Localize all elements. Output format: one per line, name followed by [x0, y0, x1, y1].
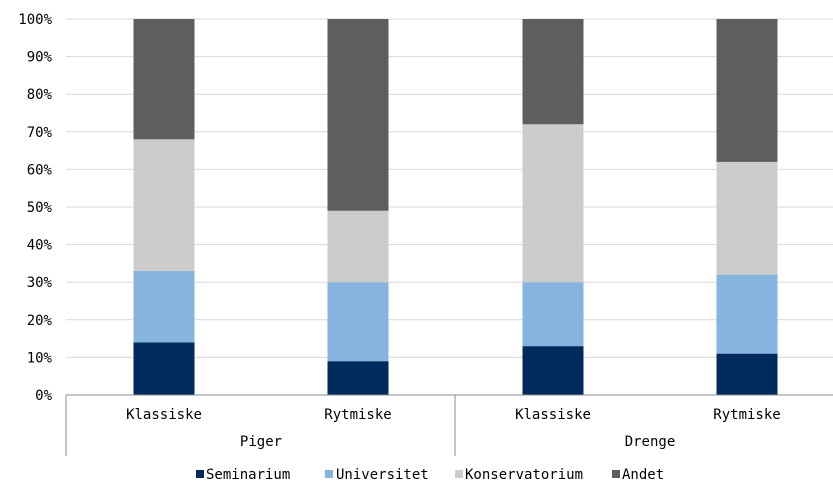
x-group-label: Piger: [240, 434, 282, 450]
legend-label: Andet: [622, 467, 664, 483]
bar-segment-universitet: [522, 282, 584, 347]
bar-segment-seminarium: [522, 346, 584, 395]
bar-segment-seminarium: [716, 353, 778, 395]
legend-swatch: [612, 470, 620, 478]
x-group-label: Drenge: [625, 434, 676, 450]
x-category-label: Rytmiske: [713, 407, 780, 423]
legend-swatch: [325, 470, 333, 478]
bar-segment-konservatorium: [133, 139, 195, 271]
legend-item-seminarium: Seminarium: [196, 467, 290, 483]
y-tick-label: 0%: [35, 388, 52, 404]
y-axis-tick-labels: 0% 10% 20% 30% 40% 50% 60% 70% 80% 90% 100%: [18, 12, 52, 404]
legend-label: Konservatorium: [465, 467, 583, 483]
bar-segment-andet: [327, 19, 389, 211]
x-axis: Klassiske Rytmiske Klassiske Rytmiske Piger D…: [65, 394, 833, 456]
y-tick-label: 80%: [27, 87, 53, 103]
legend-swatch: [455, 470, 463, 478]
y-tick-label: 50%: [27, 200, 53, 216]
bars: [133, 19, 778, 395]
bar-segment-andet: [522, 19, 584, 125]
legend-label: Seminarium: [206, 467, 290, 483]
y-tick-label: 100%: [18, 12, 52, 28]
bar-segment-universitet: [327, 282, 389, 362]
bar-segment-seminarium: [327, 361, 389, 395]
legend-item-andet: Andet: [612, 467, 664, 483]
bar-segment-andet: [716, 19, 778, 162]
y-tick-label: 20%: [27, 313, 53, 329]
y-tick-label: 10%: [27, 350, 53, 366]
x-category-label: Klassiske: [515, 407, 591, 423]
bar-segment-konservatorium: [327, 210, 389, 283]
legend-swatch: [196, 470, 204, 478]
bar-segment-konservatorium: [716, 161, 778, 275]
bar-segment-seminarium: [133, 342, 195, 395]
bar-segment-konservatorium: [522, 124, 584, 283]
bar-segment-universitet: [716, 274, 778, 354]
legend-label: Universitet: [336, 467, 429, 483]
y-tick-label: 30%: [27, 275, 53, 291]
legend-item-universitet: Universitet: [325, 467, 429, 483]
x-category-label: Klassiske: [126, 407, 202, 423]
legend: Seminarium Universitet Konservatorium Andet: [196, 467, 664, 483]
x-category-label: Rytmiske: [324, 407, 391, 423]
legend-item-konservatorium: Konservatorium: [455, 467, 583, 483]
bar-segment-andet: [133, 19, 195, 140]
y-tick-label: 60%: [27, 162, 53, 178]
y-tick-label: 40%: [27, 238, 53, 254]
bar-segment-universitet: [133, 270, 195, 343]
y-tick-label: 70%: [27, 125, 53, 141]
y-tick-label: 90%: [27, 50, 53, 66]
